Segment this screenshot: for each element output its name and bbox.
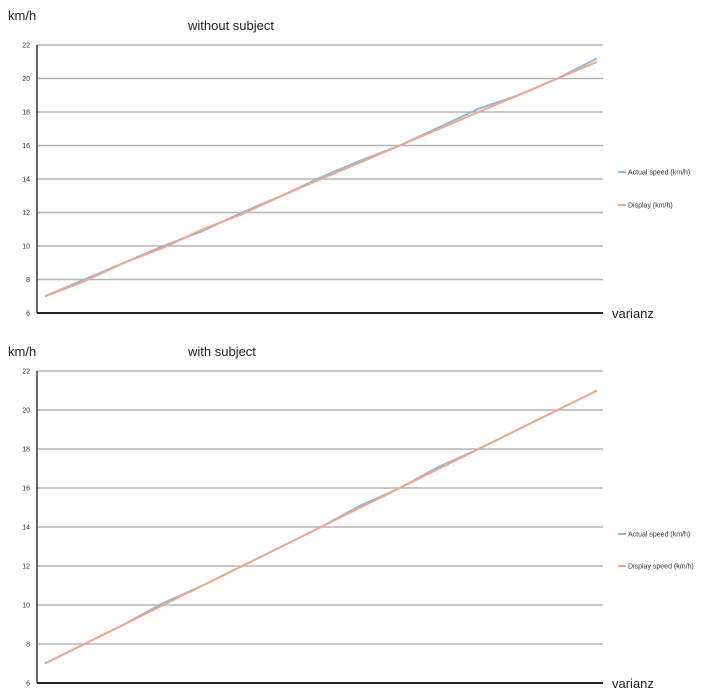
chart-2-ytick-label: 14 [22, 525, 30, 532]
chart-2-legend-label-1: Actual speed (km/h) [628, 532, 690, 539]
chart-1-ytick-label: 16 [22, 143, 30, 150]
chart-1-ytick-label: 18 [22, 110, 30, 117]
chart-2-ytick-label: 6 [26, 681, 30, 688]
chart-1-ytick-label: 20 [22, 76, 30, 83]
chart-2-ytick-label: 16 [22, 486, 30, 493]
chart-1-ytick-label: 10 [22, 244, 30, 251]
chart-1-ytick-label: 12 [22, 210, 30, 217]
chart-2-xlabel: varianz [612, 676, 654, 691]
chart-2-ytick-label: 22 [22, 369, 30, 376]
chart-2-ytick-label: 12 [22, 564, 30, 571]
chart-2-ylabel: km/h [8, 344, 36, 359]
chart-1-title: without subject [187, 18, 274, 33]
chart-2-title: with subject [187, 344, 256, 359]
chart-1-ytick-label: 8 [26, 277, 30, 284]
chart-2-ytick-label: 18 [22, 447, 30, 454]
chart-2-ytick-label: 20 [22, 408, 30, 415]
chart-1-ylabel: km/h [8, 8, 36, 23]
chart-1-ytick-label: 22 [22, 43, 30, 50]
chart-1-ytick-label: 14 [22, 177, 30, 184]
chart-1-xlabel: varianz [612, 306, 654, 321]
chart-1-legend-label-1: Actual speed (km/h) [628, 170, 690, 177]
chart-2-ytick-label: 8 [26, 642, 30, 649]
chart-1-legend-label-2: Display (km/h) [628, 203, 673, 210]
chart-2-legend-label-2: Display speed (km/h) [628, 564, 694, 571]
chart-1-ytick-label: 6 [26, 311, 30, 318]
chart-2-ytick-label: 10 [22, 603, 30, 610]
chart-1-series-2-line [44, 60, 598, 298]
chart-2-series-2-line [44, 389, 598, 665]
